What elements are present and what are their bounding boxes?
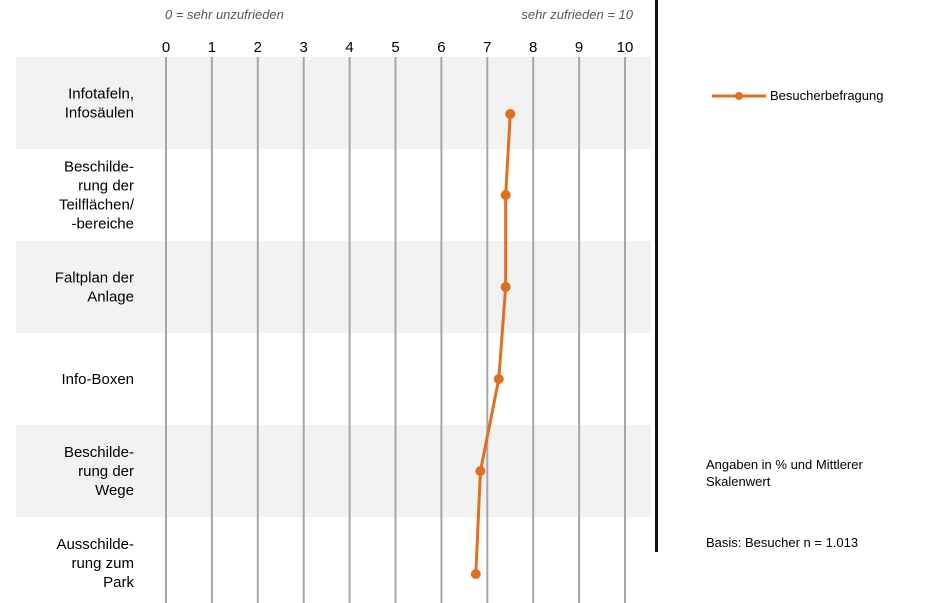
data-point <box>505 109 516 119</box>
category-label-line: Faltplan der <box>55 270 134 287</box>
data-point <box>500 190 511 200</box>
category-label-line: Info-Boxen <box>61 371 134 388</box>
category-label: Beschilde-rung der Teilflächen/ -bereiche <box>59 159 135 233</box>
data-point <box>493 374 504 384</box>
row-band <box>16 57 651 149</box>
x-tick-label: 3 <box>300 39 308 56</box>
category-label: Ausschilde-rung zum Park <box>56 536 134 591</box>
x-tick-label: 8 <box>529 39 537 56</box>
data-point <box>470 569 481 579</box>
scale-note-right: sehr zufrieden = 10 <box>521 7 633 22</box>
category-label-line: -bereiche <box>71 216 134 233</box>
category-label-line: rung zum <box>71 555 134 572</box>
legend: Besucherbefragung <box>711 88 883 103</box>
x-tick-label: 2 <box>254 39 262 56</box>
row-band <box>16 149 651 241</box>
legend-label: Besucherbefragung <box>770 88 884 103</box>
note-base: Basis: Besucher n = 1.013 <box>706 535 859 550</box>
x-tick-label: 1 <box>208 39 216 56</box>
category-label-line: Ausschilde- <box>56 536 134 553</box>
x-tick-label: 10 <box>617 39 634 56</box>
x-tick-label: 0 <box>162 39 170 56</box>
category-label-line: Anlage <box>87 289 134 306</box>
row-band <box>16 425 651 517</box>
category-label-line: Wege <box>95 482 134 499</box>
divider-line <box>655 0 658 552</box>
category-label: Infotafeln, Infosäulen <box>65 86 134 122</box>
data-point <box>500 282 511 292</box>
category-label: Beschilde-rung der Wege <box>64 444 134 499</box>
x-tick-label: 4 <box>345 39 353 56</box>
category-label-line: Infosäulen <box>65 105 134 122</box>
x-tick-label: 7 <box>483 39 491 56</box>
legend-marker <box>712 91 766 100</box>
category-label: Faltplan der Anlage <box>55 270 134 306</box>
x-tick-label: 6 <box>437 39 445 56</box>
scale-note-left: 0 = sehr unzufrieden <box>165 7 284 22</box>
category-label-line: rung der <box>78 178 134 195</box>
row-band <box>16 517 651 603</box>
row-band <box>16 241 651 333</box>
chart-area: 0 1 2 3 4 5 6 7 8 9 10 Infotafeln, Infosäulen Beschil… <box>16 39 651 603</box>
series-line <box>474 113 512 575</box>
data-point <box>475 466 486 476</box>
category-label-line: Infotafeln, <box>68 86 134 103</box>
note-scale: Angaben in % und Mittlerer Skalenwert <box>706 457 863 489</box>
category-label-line: Teilflächen/ <box>59 197 135 214</box>
row-band <box>16 333 651 425</box>
x-tick-label: 9 <box>575 39 583 56</box>
category-label: Info-Boxen <box>61 371 134 388</box>
category-label-line: Beschilde- <box>64 444 134 461</box>
category-label-line: Park <box>103 574 134 591</box>
category-label-line: Beschilde- <box>64 159 134 176</box>
category-label-line: rung der <box>78 463 134 480</box>
x-tick-label: 5 <box>391 39 399 56</box>
